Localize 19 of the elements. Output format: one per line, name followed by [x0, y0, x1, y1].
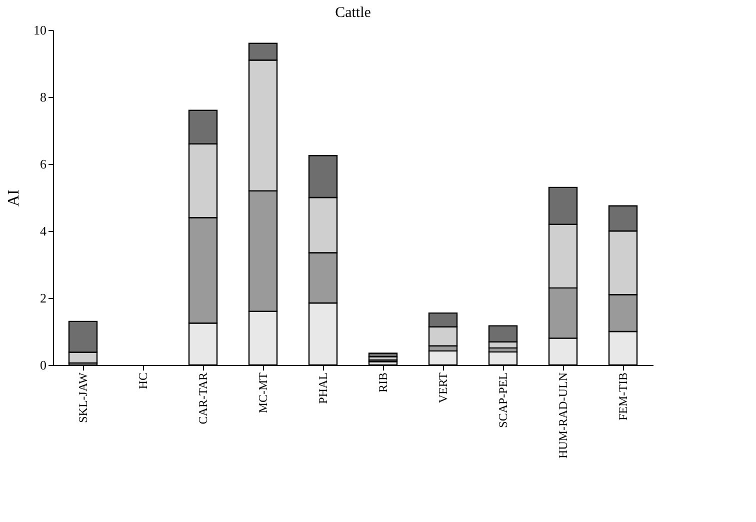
- y-axis-title: AI: [6, 190, 22, 206]
- x-tick-label: HC: [136, 372, 150, 390]
- y-tick-label: 10: [34, 22, 46, 38]
- x-tick-label: VERT: [436, 372, 450, 404]
- x-tick-label: PHAL: [316, 372, 330, 404]
- y-tick-label: 6: [40, 156, 47, 172]
- y-tick-label: 4: [40, 224, 47, 238]
- y-tick-label: 8: [40, 90, 46, 104]
- x-tick-label: RIB: [376, 372, 390, 393]
- bar: [368, 352, 398, 358]
- x-tick-label: SKL-JAW: [76, 372, 90, 423]
- x-tick-label: SCAP-PEL: [496, 372, 510, 428]
- x-tick-label: FEM-TIB: [616, 372, 630, 420]
- chart-title: Cattle: [335, 5, 372, 21]
- y-tick-label: 2: [40, 290, 46, 306]
- x-tick-label: CAR-TAR: [196, 372, 210, 424]
- x-tick-label: HUM-RAD-ULN: [556, 372, 570, 458]
- y-tick-label: 0: [40, 358, 46, 372]
- x-tick-label: MC-MT: [256, 372, 270, 414]
